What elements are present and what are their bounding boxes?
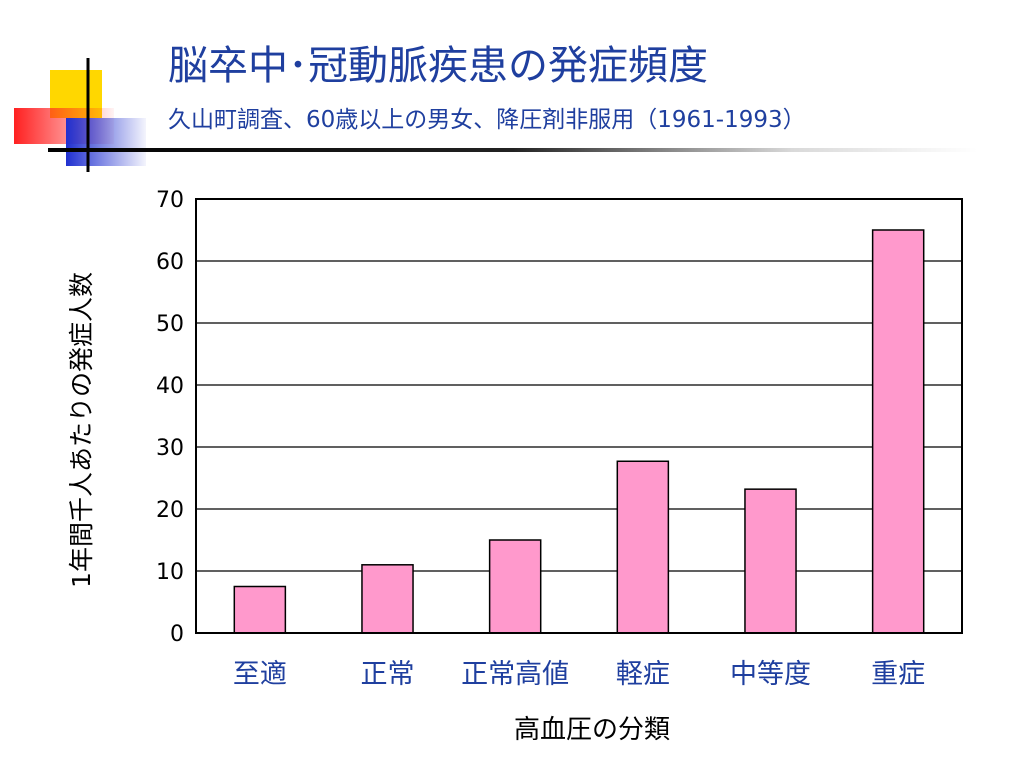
bar	[233, 585, 287, 634]
y-tick-label: 0	[170, 622, 184, 647]
y-tick-label: 40	[156, 374, 184, 399]
x-category-label: 中等度	[730, 659, 811, 690]
slide-title: 脳卒中･冠動脈疾患の発症頻度	[168, 43, 708, 89]
x-category-label: 軽症	[616, 659, 670, 690]
plot-frame	[195, 198, 963, 634]
title-divider	[48, 148, 978, 152]
deco-blue-bar	[66, 118, 146, 166]
bar	[488, 539, 542, 634]
y-tick-label: 50	[156, 312, 184, 337]
x-axis-label: 高血圧の分類	[514, 715, 670, 745]
x-category-label: 至適	[233, 659, 287, 690]
bars	[233, 229, 925, 634]
bar	[616, 460, 670, 634]
bar	[744, 488, 797, 634]
bar	[361, 564, 414, 634]
gridlines	[196, 260, 962, 572]
y-tick-label: 70	[156, 188, 184, 213]
y-tick-label: 60	[156, 250, 184, 275]
bar	[871, 229, 925, 634]
y-tick-label: 20	[156, 498, 184, 523]
x-category-label: 正常高値	[461, 659, 569, 690]
y-tick-labels: 0 10 20 30 40 50 60 70	[156, 188, 184, 647]
x-category-label: 正常	[361, 659, 415, 690]
x-category-label: 重症	[871, 659, 925, 690]
slide-subtitle: 久山町調査、60歳以上の男女、降圧剤非服用（1961-1993）	[168, 107, 806, 133]
y-tick-label: 10	[156, 560, 184, 585]
category-labels: 至適 正常 正常高値 軽症 中等度 重症	[233, 659, 925, 690]
y-axis-label: 1年間千人あたりの発症人数	[67, 272, 96, 588]
y-tick-label: 30	[156, 436, 184, 461]
